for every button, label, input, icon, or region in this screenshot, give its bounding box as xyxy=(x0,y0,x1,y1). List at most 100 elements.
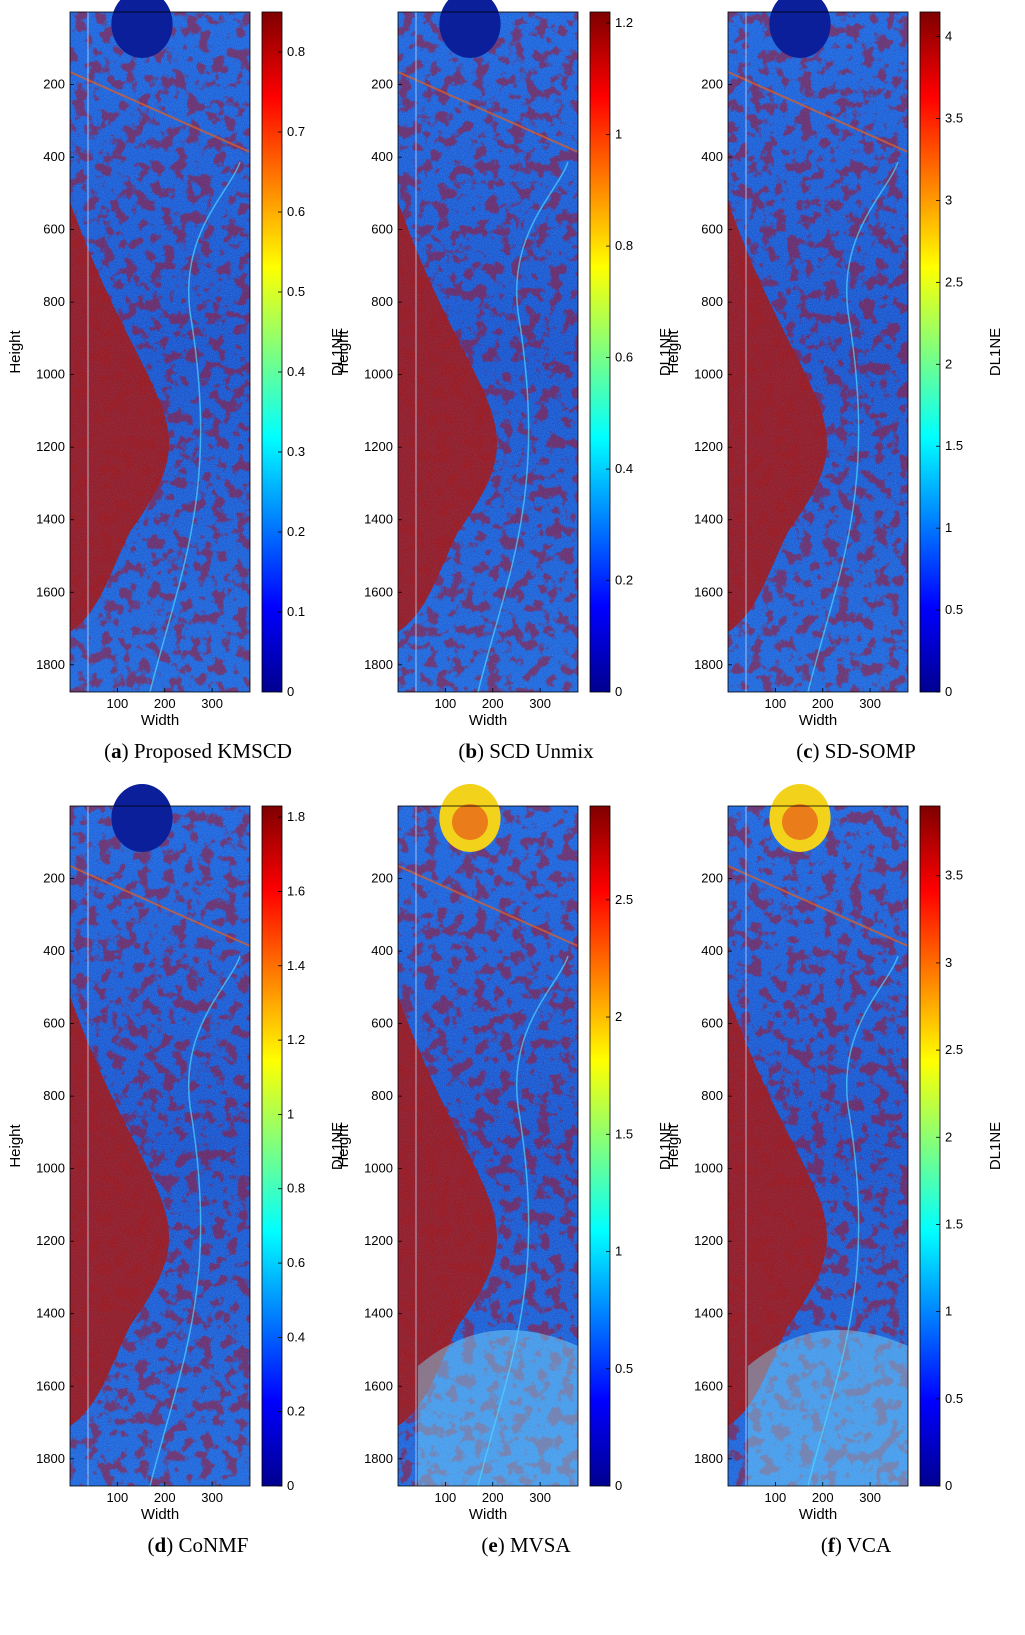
colorbar-tick-label: 0 xyxy=(945,1478,952,1493)
hot-region-texture xyxy=(728,202,827,632)
colorbar-tick-label: 0.6 xyxy=(287,204,305,219)
y-tick-label: 400 xyxy=(371,943,393,958)
x-tick-label: 100 xyxy=(435,1490,457,1505)
colorbar-tick-label: 1 xyxy=(287,1106,294,1121)
x-axis-label: Width xyxy=(469,1506,507,1523)
colorbar-tick-label: 0.3 xyxy=(287,444,305,459)
colorbar-tick-label: 0.4 xyxy=(287,1329,305,1344)
colorbar-tick-label: 2 xyxy=(615,1009,622,1024)
colorbar-tick-label: 0.8 xyxy=(287,1181,305,1196)
colorbar xyxy=(589,805,611,1487)
plot-frame xyxy=(727,11,909,693)
caption-open-paren: ( xyxy=(796,739,803,763)
colorbar-label: DL1NE xyxy=(987,328,1004,376)
road-line xyxy=(397,865,579,947)
caption-letter: d xyxy=(155,1533,167,1557)
colorbar-tick-label: 0.7 xyxy=(287,124,305,139)
colorbar-tick-label: 1.2 xyxy=(615,15,633,30)
y-tick-label: 1000 xyxy=(364,367,393,382)
y-tick-label: 1200 xyxy=(364,1233,393,1248)
x-tick-label: 200 xyxy=(154,696,176,711)
heatmap-image xyxy=(397,784,579,1487)
y-tick-label: 600 xyxy=(701,222,723,237)
x-tick-label: 300 xyxy=(529,696,551,711)
y-tick-label: 800 xyxy=(43,294,65,309)
caption-text: VCA xyxy=(847,1533,892,1557)
heatmap-image xyxy=(727,0,909,693)
road-line xyxy=(69,865,251,947)
stream-line xyxy=(477,161,569,693)
colorbar-tick-label: 0.2 xyxy=(287,524,305,539)
x-tick-label: 200 xyxy=(482,696,504,711)
panel-a: 200 400 600 800 1000 1200 1400 1600 1800 100 200 30… xyxy=(7,0,346,763)
y-tick-label: 1000 xyxy=(694,1161,723,1176)
road-line xyxy=(727,71,909,153)
colorbar-label: DL1NE xyxy=(657,1122,674,1170)
colorbar-tick-label: 0 xyxy=(945,684,952,699)
y-tick-label: 1600 xyxy=(36,1378,65,1393)
y-tick-label: 600 xyxy=(371,1016,393,1031)
colorbar-tick-label: 0.8 xyxy=(287,44,305,59)
colorbar-tick-label: 0.5 xyxy=(945,602,963,617)
panel-caption: (c) SD-SOMP xyxy=(796,739,916,763)
y-tick-label: 1400 xyxy=(36,1306,65,1321)
colorbar-tick-label: 0.6 xyxy=(287,1255,305,1270)
y-tick-label: 1600 xyxy=(36,584,65,599)
y-tick-label: 600 xyxy=(43,222,65,237)
y-tick-label: 1000 xyxy=(364,1161,393,1176)
caption-open-paren: ( xyxy=(104,739,111,763)
caption-text: MVSA xyxy=(510,1533,572,1557)
plot-frame xyxy=(397,11,579,693)
y-tick-label: 600 xyxy=(701,1016,723,1031)
y-tick-label: 1200 xyxy=(694,1233,723,1248)
y-tick-label: 200 xyxy=(371,77,393,92)
x-tick-label: 300 xyxy=(529,1490,551,1505)
plot-frame xyxy=(69,11,251,693)
colorbar-tick-label: 2.5 xyxy=(945,274,963,289)
heatmap-image xyxy=(397,0,579,693)
y-tick-label: 400 xyxy=(371,149,393,164)
panel-e: 200 400 600 800 1000 1200 1400 1600 1800 100 200 30… xyxy=(335,784,674,1557)
y-tick-label: 200 xyxy=(701,77,723,92)
x-tick-label: 100 xyxy=(435,696,457,711)
colorbar-tick-label: 0.6 xyxy=(615,350,633,365)
y-tick-label: 800 xyxy=(371,1088,393,1103)
x-tick-label: 300 xyxy=(201,696,223,711)
y-tick-label: 1000 xyxy=(694,367,723,382)
y-tick-label: 1800 xyxy=(364,657,393,672)
stream-line xyxy=(807,955,899,1487)
y-tick-label: 1400 xyxy=(364,1306,393,1321)
y-tick-label: 200 xyxy=(43,77,65,92)
y-axis-label: Height xyxy=(7,329,24,373)
y-tick-label: 1000 xyxy=(36,367,65,382)
colorbar-tick-label: 0.2 xyxy=(615,573,633,588)
y-tick-label: 600 xyxy=(43,1016,65,1031)
caption-close-paren: ) xyxy=(477,739,489,763)
colorbar-tick-label: 2.5 xyxy=(615,892,633,907)
lake-region xyxy=(439,0,501,58)
colorbar-tick-label: 0.1 xyxy=(287,604,305,619)
colorbar xyxy=(261,11,283,693)
colorbar-label: DL1NE xyxy=(657,328,674,376)
panel-b: 200 400 600 800 1000 1200 1400 1600 1800 100 200 30… xyxy=(335,0,674,763)
hot-region-texture xyxy=(398,202,497,632)
y-tick-label: 1600 xyxy=(364,584,393,599)
colorbar-tick-label: 1.2 xyxy=(287,1032,305,1047)
lake-core xyxy=(452,804,488,840)
road-line xyxy=(397,71,579,153)
caption-text: Proposed KMSCD xyxy=(134,739,292,763)
caption-text: SD-SOMP xyxy=(825,739,916,763)
heatmap-image xyxy=(69,784,251,1487)
x-tick-label: 100 xyxy=(765,696,787,711)
colorbar-tick-label: 0.4 xyxy=(287,364,305,379)
y-tick-label: 1600 xyxy=(694,1378,723,1393)
colorbar-tick-label: 3 xyxy=(945,192,952,207)
colorbar-tick-label: 1 xyxy=(945,520,952,535)
panel-caption: (b) SCD Unmix xyxy=(458,739,594,763)
y-tick-label: 1800 xyxy=(36,1451,65,1466)
y-tick-label: 200 xyxy=(371,871,393,886)
y-tick-label: 1800 xyxy=(364,1451,393,1466)
plot-frame xyxy=(397,805,579,1487)
